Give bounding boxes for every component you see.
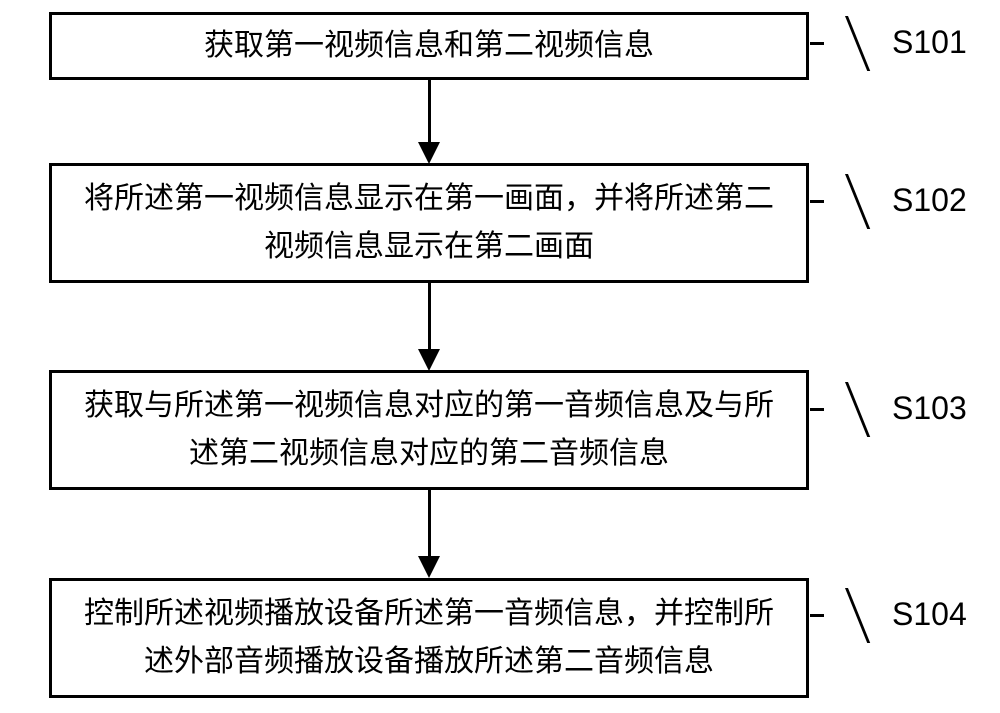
- arrow-line: [428, 283, 431, 349]
- connector-curve: [845, 174, 870, 229]
- step-label-s104: S104: [892, 596, 967, 633]
- flow-step-s104: 控制所述视频播放设备所述第一音频信息，并控制所述外部音频播放设备播放所述第二音频…: [49, 578, 809, 698]
- arrow-head-icon: [418, 142, 440, 164]
- flow-step-text: 将所述第一视频信息显示在第一画面，并将所述第二视频信息显示在第二画面: [72, 175, 786, 271]
- connector-tick: [810, 200, 824, 203]
- step-label-s102: S102: [892, 182, 967, 219]
- connector-tick: [810, 614, 824, 617]
- flow-step-s101: 获取第一视频信息和第二视频信息: [49, 12, 809, 80]
- flow-step-s103: 获取与所述第一视频信息对应的第一音频信息及与所述第二视频信息对应的第二音频信息: [49, 370, 809, 490]
- arrow-line: [428, 490, 431, 556]
- connector-tick: [810, 42, 824, 45]
- connector-curve: [845, 382, 870, 437]
- connector-curve: [845, 16, 870, 71]
- flow-step-text: 获取第一视频信息和第二视频信息: [204, 22, 654, 70]
- connector-tick: [810, 408, 824, 411]
- step-label-s101: S101: [892, 24, 967, 61]
- flow-step-text: 获取与所述第一视频信息对应的第一音频信息及与所述第二视频信息对应的第二音频信息: [72, 382, 786, 478]
- arrow-head-icon: [418, 556, 440, 578]
- flow-step-s102: 将所述第一视频信息显示在第一画面，并将所述第二视频信息显示在第二画面: [49, 163, 809, 283]
- flow-step-text: 控制所述视频播放设备所述第一音频信息，并控制所述外部音频播放设备播放所述第二音频…: [72, 590, 786, 686]
- arrow-head-icon: [418, 349, 440, 371]
- step-label-s103: S103: [892, 390, 967, 427]
- arrow-line: [428, 80, 431, 142]
- connector-curve: [845, 588, 870, 643]
